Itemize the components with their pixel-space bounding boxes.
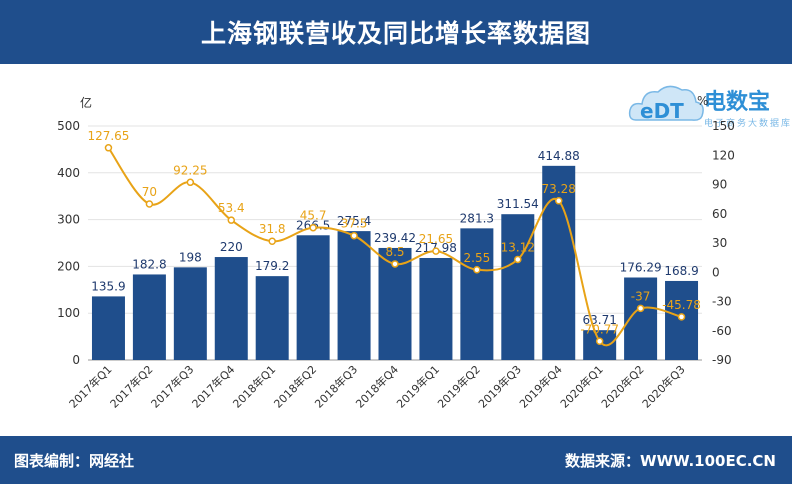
x-tick-label: 2017年Q1 xyxy=(66,362,115,411)
line-value-label: -37 xyxy=(631,289,651,303)
bar xyxy=(583,330,617,360)
line-value-label: 21.65 xyxy=(419,232,453,246)
bar xyxy=(91,296,125,360)
x-tick-label: 2018年Q3 xyxy=(312,362,361,411)
y-axis-title-left: 亿 xyxy=(80,96,93,110)
bar-value-label: 414.88 xyxy=(538,149,580,163)
x-tick-label: 2020年Q2 xyxy=(598,362,647,411)
y-tick-label: 0 xyxy=(72,353,80,367)
x-tick-label: 2019年Q3 xyxy=(475,362,524,411)
line-point xyxy=(186,178,195,187)
line-value-label: 127.65 xyxy=(87,129,129,143)
watermark-brand: 电数宝 xyxy=(704,90,771,115)
y-tick-label: 400 xyxy=(57,166,80,180)
bar-value-label: 239.42 xyxy=(374,231,416,245)
line-point xyxy=(677,313,686,321)
x-tick-label: 2019年Q1 xyxy=(394,362,443,411)
line-point xyxy=(350,231,358,240)
bar xyxy=(173,267,207,360)
y2-tick-label: 0 xyxy=(712,265,720,279)
watermark-sub: 电子商务大数据库 xyxy=(704,119,792,129)
line-point xyxy=(391,260,399,268)
line-value-label: -70.77 xyxy=(580,322,619,336)
line-value-label: 92.25 xyxy=(173,163,207,177)
y2-tick-label: -60 xyxy=(712,324,732,338)
x-tick-label: 2017年Q3 xyxy=(148,362,197,411)
y2-tick-label: -90 xyxy=(712,353,732,367)
y2-tick-label: 120 xyxy=(712,148,735,162)
line-value-label: 45.7 xyxy=(300,209,327,223)
line-point xyxy=(554,197,563,205)
bar xyxy=(132,274,166,360)
line-point xyxy=(514,255,522,264)
line-point xyxy=(595,337,604,346)
bar xyxy=(255,276,289,360)
line-point xyxy=(145,200,154,208)
line-value-label: 73.28 xyxy=(542,182,576,196)
bar-value-label: 220 xyxy=(220,240,243,254)
line-point xyxy=(432,247,440,255)
page-title: 上海钢联营收及同比增长率数据图 xyxy=(200,19,591,48)
bar-value-label: 182.8 xyxy=(132,257,166,271)
line-value-label: -45.78 xyxy=(662,298,701,312)
footer-author: 图表编制：网经社 xyxy=(14,452,135,470)
header-bar: 上海钢联营收及同比增长率数据图 xyxy=(0,0,792,64)
bar-value-label: 176.29 xyxy=(620,260,662,274)
bar-value-label: 281.3 xyxy=(460,211,494,225)
y2-tick-label: 60 xyxy=(712,207,727,221)
line-point xyxy=(268,237,276,245)
bar xyxy=(419,257,453,360)
x-tick-label: 2020年Q3 xyxy=(639,362,688,411)
line-value-label: 2.55 xyxy=(464,251,491,265)
y-tick-label: 300 xyxy=(57,213,80,227)
bar-value-label: 198 xyxy=(179,250,202,264)
footer-source: 数据来源：WWW.100EC.CN xyxy=(565,452,776,470)
bar xyxy=(337,231,371,360)
x-tick-label: 2017年Q4 xyxy=(189,362,238,411)
y-tick-label: 200 xyxy=(57,259,80,273)
x-tick-label: 2017年Q2 xyxy=(107,362,156,411)
line-point xyxy=(227,216,236,224)
x-tick-label: 2018年Q2 xyxy=(271,362,320,411)
bar-value-label: 135.9 xyxy=(91,279,125,293)
line-point xyxy=(309,223,317,232)
y-axis-title-right: % xyxy=(697,94,709,108)
bar-value-label: 311.54 xyxy=(497,197,539,211)
x-tick-label: 2020年Q1 xyxy=(557,362,606,411)
edt-cloud-logo-icon: eDT xyxy=(628,85,704,123)
bar xyxy=(501,214,535,360)
y2-tick-label: 30 xyxy=(712,236,727,250)
bar xyxy=(214,257,248,360)
line-point xyxy=(104,144,113,152)
line-value-label: 53.4 xyxy=(218,201,245,215)
footer-bar: 图表编制：网经社 数据来源：WWW.100EC.CN xyxy=(0,436,792,484)
line-value-label: 31.8 xyxy=(259,222,286,236)
growth-line xyxy=(107,147,682,347)
revenue-growth-chart: 0 100 200 300 400 500 -90 -60 -30 0 30 60 90 120 150 13… xyxy=(57,119,735,411)
y-tick-label: 100 xyxy=(57,306,80,320)
bar-value-label: 179.2 xyxy=(255,259,289,273)
y2-tick-label: 90 xyxy=(712,178,727,192)
bar xyxy=(296,235,330,360)
line-point xyxy=(636,304,645,313)
y-tick-label: 500 xyxy=(57,119,80,133)
bar-value-label: 275.4 xyxy=(337,214,371,228)
line-value-label: 37.5 xyxy=(341,217,368,231)
logo-text: eDT xyxy=(640,99,684,123)
line-value-label: 8.5 xyxy=(385,245,404,259)
y2-tick-label: -30 xyxy=(712,295,732,309)
x-tick-label: 2019年Q4 xyxy=(516,362,565,411)
line-value-label: 13.12 xyxy=(501,240,535,254)
y2-tick-label: 150 xyxy=(712,119,735,133)
line-point xyxy=(473,266,481,274)
x-tick-label: 2019年Q2 xyxy=(434,362,483,411)
bar xyxy=(460,228,494,360)
line-value-label: 70 xyxy=(142,185,157,199)
bar-value-label: 168.9 xyxy=(664,264,698,278)
x-tick-label: 2018年Q1 xyxy=(230,362,279,411)
x-tick-label: 2018年Q4 xyxy=(353,362,402,411)
